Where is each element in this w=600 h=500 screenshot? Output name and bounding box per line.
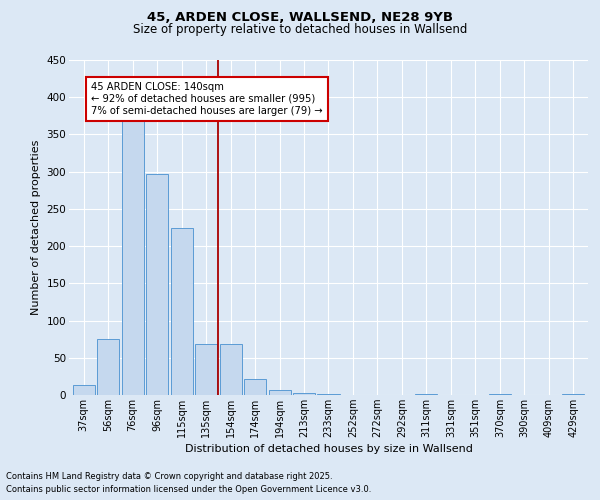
Bar [220,344,242,395]
Bar [489,394,511,395]
Bar [244,378,266,395]
Bar [415,394,437,395]
X-axis label: Distribution of detached houses by size in Wallsend: Distribution of detached houses by size … [185,444,472,454]
Text: Size of property relative to detached houses in Wallsend: Size of property relative to detached ho… [133,22,467,36]
Bar [73,386,95,395]
Bar [122,116,143,395]
Bar [97,339,119,395]
Text: Contains HM Land Registry data © Crown copyright and database right 2025.: Contains HM Land Registry data © Crown c… [6,472,332,481]
Bar [195,344,217,395]
Bar [293,393,315,395]
Bar [317,394,340,395]
Y-axis label: Number of detached properties: Number of detached properties [31,140,41,315]
Bar [562,394,584,395]
Text: 45 ARDEN CLOSE: 140sqm
← 92% of detached houses are smaller (995)
7% of semi-det: 45 ARDEN CLOSE: 140sqm ← 92% of detached… [91,82,323,116]
Bar [269,390,290,395]
Bar [146,174,168,395]
Text: Contains public sector information licensed under the Open Government Licence v3: Contains public sector information licen… [6,485,371,494]
Bar [170,228,193,395]
Text: 45, ARDEN CLOSE, WALLSEND, NE28 9YB: 45, ARDEN CLOSE, WALLSEND, NE28 9YB [147,11,453,24]
